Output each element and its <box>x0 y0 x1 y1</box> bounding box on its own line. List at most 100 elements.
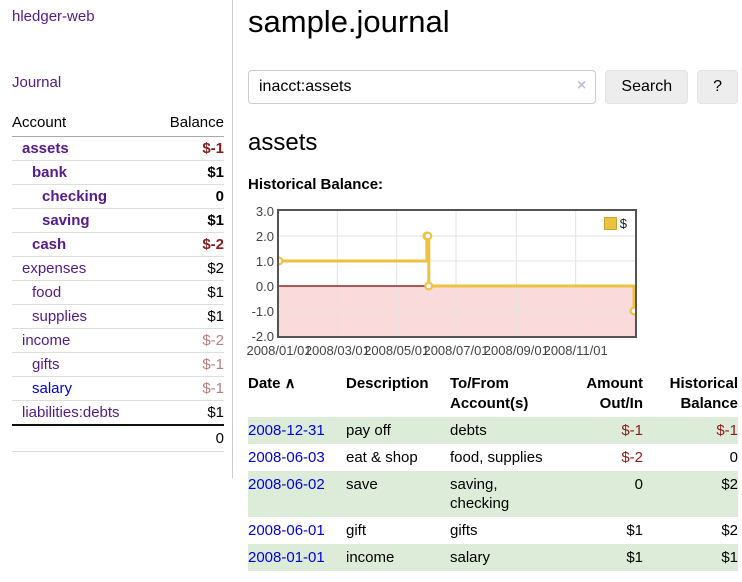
account-row: checking 0 <box>12 184 224 209</box>
register-header-amount-out-in: Amount Out/In <box>586 375 643 412</box>
sidebar-item-journal[interactable]: Journal <box>12 74 62 91</box>
y-axis-tick-label: 0.0 <box>255 279 274 294</box>
y-axis-tick-label: -2.0 <box>251 329 274 344</box>
register-header-description: Description <box>346 375 429 392</box>
account-heading: assets <box>248 129 318 156</box>
date-link[interactable]: 2008-01-01 <box>248 549 325 566</box>
account-name-cell: salary <box>12 376 153 401</box>
date-link[interactable]: 2008-06-03 <box>248 449 325 466</box>
account-link[interactable]: gifts <box>32 356 60 373</box>
accounts-table: Account Balance assets $-1 bank $1 checking 0… <box>12 112 224 452</box>
app-title-link[interactable]: hledger-web <box>12 8 95 25</box>
account-name-cell: assets <box>12 136 153 161</box>
account-name-cell: saving <box>12 208 153 233</box>
amount-cell: $-1 <box>621 422 643 439</box>
register-header-date[interactable]: Date ∧ <box>248 375 296 392</box>
account-balance: $-2 <box>152 328 224 353</box>
date-cell: 2008-12-31 <box>248 417 346 444</box>
search-input[interactable] <box>248 70 597 104</box>
description-cell: eat & shop <box>346 449 418 466</box>
transaction-row: 2008-01-01 income salary $1 $1 <box>248 544 738 571</box>
account-name-cell: expenses <box>12 256 153 281</box>
transaction-row: 2008-12-31 pay off debts $-1 $-1 <box>248 417 738 444</box>
account-link[interactable]: salary <box>32 380 73 397</box>
balance-cell: $2 <box>721 476 738 493</box>
account-name-cell: supplies <box>12 304 153 329</box>
account-balance: $-1 <box>152 376 224 401</box>
account-balance: $1 <box>152 304 224 329</box>
account-link[interactable]: assets <box>22 140 69 157</box>
account-row: expenses $2 <box>12 256 224 281</box>
account-link[interactable]: bank <box>32 164 68 181</box>
account-name-cell: liabilities:debts <box>12 401 153 426</box>
account-link[interactable]: expenses <box>22 260 87 277</box>
date-cell: 2008-01-01 <box>248 544 346 571</box>
x-axis-tick-label: 2008/05/01 <box>364 343 430 358</box>
date-cell: 2008-06-01 <box>248 517 346 544</box>
account-link[interactable]: liabilities:debts <box>22 404 120 421</box>
description-cell: gift <box>346 522 367 539</box>
account-link[interactable]: cash <box>32 236 67 253</box>
accounts-cell: gifts <box>450 522 478 539</box>
accounts-header-balance: Balance <box>152 112 224 137</box>
transaction-row: 2008-06-02 save saving, checking 0 $2 <box>248 471 738 517</box>
account-balance: $1 <box>152 160 224 185</box>
account-link[interactable]: supplies <box>32 308 88 325</box>
description-cell: income <box>346 549 395 566</box>
account-row: cash $-2 <box>12 232 224 257</box>
account-row: bank $1 <box>12 160 224 185</box>
account-balance: $-1 <box>152 136 224 161</box>
accounts-header-row: Account Balance <box>12 112 224 137</box>
y-axis-tick-label: -1.0 <box>251 304 274 319</box>
balance-cell: 0 <box>729 449 738 466</box>
legend-swatch-icon <box>603 217 617 230</box>
accounts-cell: saving, checking <box>450 476 510 512</box>
clear-search-icon[interactable]: × <box>577 77 587 94</box>
chart-legend: $ <box>603 216 627 231</box>
accounts-cell: salary <box>450 549 491 566</box>
account-row: assets $-1 <box>12 136 224 161</box>
register-header-row: Date ∧ Description To/From Account(s) Amoun… <box>248 371 738 417</box>
amount-cell: $-2 <box>621 449 643 466</box>
transaction-row: 2008-06-03 eat & shop food, supplies $-2 0 <box>248 444 738 471</box>
date-link[interactable]: 2008-06-01 <box>248 522 325 539</box>
search-button[interactable]: Search <box>605 70 689 104</box>
balance-cell: $-1 <box>716 422 738 439</box>
x-axis-tick-label: 2008/09/01 <box>483 343 549 358</box>
account-link[interactable]: income <box>22 332 71 349</box>
date-cell: 2008-06-03 <box>248 444 346 471</box>
description-cell: save <box>346 476 378 493</box>
amount-cell: 0 <box>634 476 643 493</box>
account-link[interactable]: checking <box>42 188 108 205</box>
account-balance: $2 <box>152 256 224 281</box>
y-axis-tick-label: 1.0 <box>255 254 274 269</box>
historical-balance-chart: 3.0 2.0 1.0 0.0 -1.0 -2.0 $ 2008/01/01 2008/03… <box>246 204 738 359</box>
account-balance: $1 <box>152 280 224 305</box>
balance-cell: $2 <box>721 522 738 539</box>
register-table: Date ∧ Description To/From Account(s) Amoun… <box>248 371 738 571</box>
account-row: supplies $1 <box>12 304 224 329</box>
account-link[interactable]: saving <box>42 212 90 229</box>
account-balance: 0 <box>152 184 224 209</box>
help-button[interactable]: ? <box>697 70 738 104</box>
register-header-to-from-account-s-: To/From Account(s) <box>450 375 529 412</box>
account-link[interactable]: food <box>32 284 62 301</box>
legend-label: $ <box>619 216 627 231</box>
account-row: saving $1 <box>12 208 224 233</box>
account-name-cell: food <box>12 280 153 305</box>
x-axis-tick-label: 2008/03/01 <box>304 343 370 358</box>
y-axis-tick-label: 3.0 <box>255 204 274 219</box>
register-header-historical-balance: Historical Balance <box>669 375 738 412</box>
accounts-cell: food, supplies <box>450 449 543 466</box>
date-link[interactable]: 2008-06-02 <box>248 476 325 493</box>
main-content: sample.journal × Search ? assets Histori… <box>233 0 738 571</box>
account-balance: $-2 <box>152 232 224 257</box>
description-cell: pay off <box>346 422 391 439</box>
accounts-total-row: 0 <box>12 424 224 452</box>
account-name-cell: cash <box>12 232 153 257</box>
chart-plot-area[interactable]: $ <box>277 209 637 338</box>
amount-cell: $1 <box>626 549 643 566</box>
date-link[interactable]: 2008-12-31 <box>248 422 325 439</box>
account-name-cell: income <box>12 328 153 353</box>
